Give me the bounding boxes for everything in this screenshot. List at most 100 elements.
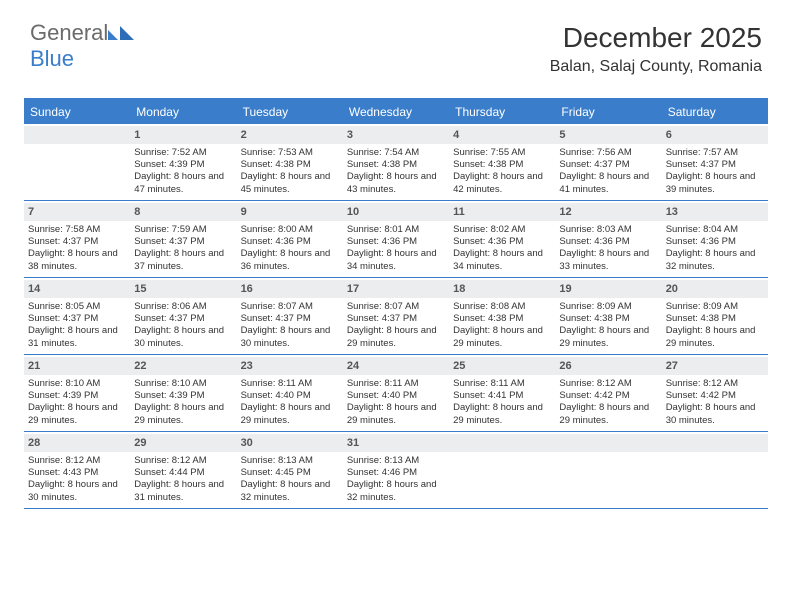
- day-number: [24, 126, 130, 144]
- day-number: 9: [237, 203, 343, 221]
- daylight-text: Daylight: 8 hours and 29 minutes.: [134, 402, 232, 426]
- sunset-text: Sunset: 4:40 PM: [241, 390, 339, 402]
- weekday-header: Thursday: [449, 100, 555, 124]
- daylight-text: Daylight: 8 hours and 29 minutes.: [28, 402, 126, 426]
- sunrise-text: Sunrise: 8:08 AM: [453, 301, 551, 313]
- sunset-text: Sunset: 4:46 PM: [347, 467, 445, 479]
- daylight-text: Daylight: 8 hours and 32 minutes.: [666, 248, 764, 272]
- day-info: Sunrise: 7:54 AMSunset: 4:38 PMDaylight:…: [347, 147, 445, 196]
- daylight-text: Daylight: 8 hours and 30 minutes.: [134, 325, 232, 349]
- day-info: Sunrise: 8:09 AMSunset: 4:38 PMDaylight:…: [666, 301, 764, 350]
- day-info: Sunrise: 8:09 AMSunset: 4:38 PMDaylight:…: [559, 301, 657, 350]
- weekday-header: Wednesday: [343, 100, 449, 124]
- day-cell: 10Sunrise: 8:01 AMSunset: 4:36 PMDayligh…: [343, 201, 449, 277]
- sunrise-text: Sunrise: 8:11 AM: [453, 378, 551, 390]
- day-info: Sunrise: 8:11 AMSunset: 4:40 PMDaylight:…: [241, 378, 339, 427]
- day-info: Sunrise: 8:13 AMSunset: 4:46 PMDaylight:…: [347, 455, 445, 504]
- location-label: Balan, Salaj County, Romania: [550, 58, 762, 76]
- day-number: 12: [555, 203, 661, 221]
- day-number: 24: [343, 357, 449, 375]
- day-cell: 21 Sunrise: 8:10 AMSunset: 4:39 PMDayligh…: [24, 355, 130, 431]
- day-number: 2: [237, 126, 343, 144]
- daylight-text: Daylight: 8 hours and 36 minutes.: [241, 248, 339, 272]
- daylight-text: Daylight: 8 hours and 29 minutes.: [453, 402, 551, 426]
- day-number: 11: [449, 203, 555, 221]
- day-info: Sunrise: 8:12 AMSunset: 4:43 PMDaylight:…: [28, 455, 126, 504]
- daylight-text: Daylight: 8 hours and 32 minutes.: [347, 479, 445, 503]
- day-info: Sunrise: 8:06 AMSunset: 4:37 PMDaylight:…: [134, 301, 232, 350]
- day-cell: 13Sunrise: 8:04 AMSunset: 4:36 PMDayligh…: [662, 201, 768, 277]
- sunset-text: Sunset: 4:38 PM: [347, 159, 445, 171]
- sunset-text: Sunset: 4:36 PM: [666, 236, 764, 248]
- sunrise-text: Sunrise: 8:06 AM: [134, 301, 232, 313]
- sunrise-text: Sunrise: 7:57 AM: [666, 147, 764, 159]
- sunrise-text: Sunrise: 8:04 AM: [666, 224, 764, 236]
- day-info: Sunrise: 8:12 AMSunset: 4:42 PMDaylight:…: [666, 378, 764, 427]
- daylight-text: Daylight: 8 hours and 45 minutes.: [241, 171, 339, 195]
- day-number: 21: [24, 357, 130, 375]
- day-number: 28: [24, 434, 130, 452]
- day-number: 29: [130, 434, 236, 452]
- sunset-text: Sunset: 4:37 PM: [28, 313, 126, 325]
- calendar-grid: Sunday Monday Tuesday Wednesday Thursday…: [24, 98, 768, 509]
- daylight-text: Daylight: 8 hours and 33 minutes.: [559, 248, 657, 272]
- daylight-text: Daylight: 8 hours and 34 minutes.: [347, 248, 445, 272]
- weekday-header: Saturday: [662, 100, 768, 124]
- day-info: Sunrise: 8:04 AMSunset: 4:36 PMDaylight:…: [666, 224, 764, 273]
- daylight-text: Daylight: 8 hours and 29 minutes.: [666, 325, 764, 349]
- sunrise-text: Sunrise: 8:09 AM: [559, 301, 657, 313]
- day-info: Sunrise: 8:01 AMSunset: 4:36 PMDaylight:…: [347, 224, 445, 273]
- day-cell: [555, 432, 661, 508]
- sunset-text: Sunset: 4:38 PM: [453, 313, 551, 325]
- daylight-text: Daylight: 8 hours and 29 minutes.: [559, 402, 657, 426]
- day-number: 16: [237, 280, 343, 298]
- sunrise-text: Sunrise: 8:01 AM: [347, 224, 445, 236]
- sunset-text: Sunset: 4:36 PM: [241, 236, 339, 248]
- day-cell: 17Sunrise: 8:07 AMSunset: 4:37 PMDayligh…: [343, 278, 449, 354]
- day-number: 23: [237, 357, 343, 375]
- daylight-text: Daylight: 8 hours and 39 minutes.: [666, 171, 764, 195]
- sunset-text: Sunset: 4:39 PM: [28, 390, 126, 402]
- day-number: 15: [130, 280, 236, 298]
- sunset-text: Sunset: 4:40 PM: [347, 390, 445, 402]
- week-row: 14Sunrise: 8:05 AMSunset: 4:37 PMDayligh…: [24, 278, 768, 355]
- day-number: 7: [24, 203, 130, 221]
- day-cell: 29Sunrise: 8:12 AMSunset: 4:44 PMDayligh…: [130, 432, 236, 508]
- day-number: 1: [130, 126, 236, 144]
- sunrise-text: Sunrise: 7:58 AM: [28, 224, 126, 236]
- page-title: December 2025: [563, 22, 762, 54]
- day-cell: 2Sunrise: 7:53 AMSunset: 4:38 PMDaylight…: [237, 124, 343, 200]
- sunset-text: Sunset: 4:41 PM: [453, 390, 551, 402]
- sunrise-text: Sunrise: 7:54 AM: [347, 147, 445, 159]
- sunrise-text: Sunrise: 8:09 AM: [666, 301, 764, 313]
- sunset-text: Sunset: 4:38 PM: [666, 313, 764, 325]
- day-info: Sunrise: 7:58 AMSunset: 4:37 PMDaylight:…: [28, 224, 126, 273]
- day-info: Sunrise: 8:07 AMSunset: 4:37 PMDaylight:…: [241, 301, 339, 350]
- day-info: Sunrise: 8:11 AMSunset: 4:40 PMDaylight:…: [347, 378, 445, 427]
- sunrise-text: Sunrise: 8:07 AM: [241, 301, 339, 313]
- day-number: 17: [343, 280, 449, 298]
- day-number: [662, 434, 768, 452]
- day-info: Sunrise: 7:56 AMSunset: 4:37 PMDaylight:…: [559, 147, 657, 196]
- day-cell: 9 Sunrise: 8:00 AMSunset: 4:36 PMDaylight…: [237, 201, 343, 277]
- day-cell: 24 Sunrise: 8:11 AMSunset: 4:40 PMDayligh…: [343, 355, 449, 431]
- daylight-text: Daylight: 8 hours and 30 minutes.: [666, 402, 764, 426]
- daylight-text: Daylight: 8 hours and 32 minutes.: [241, 479, 339, 503]
- sunrise-text: Sunrise: 8:05 AM: [28, 301, 126, 313]
- sunrise-text: Sunrise: 7:55 AM: [453, 147, 551, 159]
- sunrise-text: Sunrise: 8:10 AM: [28, 378, 126, 390]
- week-row: 1Sunrise: 7:52 AMSunset: 4:39 PMDaylight…: [24, 124, 768, 201]
- sunset-text: Sunset: 4:37 PM: [559, 159, 657, 171]
- sunset-text: Sunset: 4:36 PM: [453, 236, 551, 248]
- sunset-text: Sunset: 4:37 PM: [134, 236, 232, 248]
- day-cell: 11Sunrise: 8:02 AMSunset: 4:36 PMDayligh…: [449, 201, 555, 277]
- week-row: 7Sunrise: 7:58 AMSunset: 4:37 PMDaylight…: [24, 201, 768, 278]
- daylight-text: Daylight: 8 hours and 30 minutes.: [241, 325, 339, 349]
- day-info: Sunrise: 8:13 AMSunset: 4:45 PMDaylight:…: [241, 455, 339, 504]
- day-cell: 1Sunrise: 7:52 AMSunset: 4:39 PMDaylight…: [130, 124, 236, 200]
- day-number: 6: [662, 126, 768, 144]
- day-cell: 23 Sunrise: 8:11 AMSunset: 4:40 PMDayligh…: [237, 355, 343, 431]
- day-cell: 28 Sunrise: 8:12 AMSunset: 4:43 PMDayligh…: [24, 432, 130, 508]
- sunrise-text: Sunrise: 8:00 AM: [241, 224, 339, 236]
- weekday-header: Friday: [555, 100, 661, 124]
